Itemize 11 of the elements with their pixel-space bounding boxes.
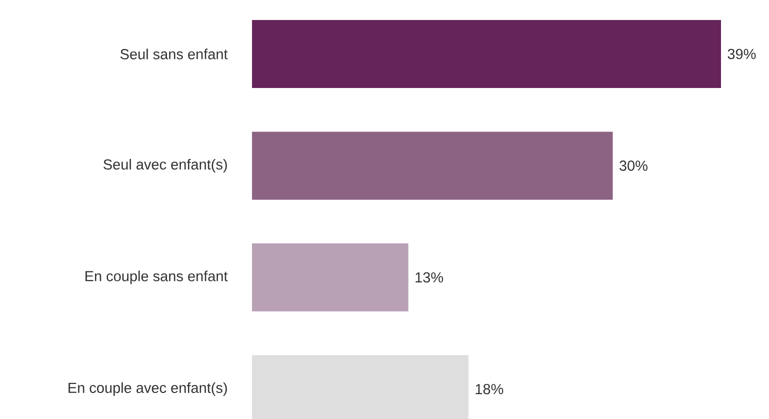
bar xyxy=(252,20,721,88)
y-tick-label: En couple avec enfant(s) xyxy=(68,382,227,396)
data-label: 18% xyxy=(476,384,504,394)
y-tick-label: Seul sans enfant xyxy=(120,48,228,60)
bar xyxy=(252,132,613,200)
data-label: 39% xyxy=(728,48,756,60)
y-tick-label: En couple sans enfant xyxy=(86,270,228,284)
bar xyxy=(252,243,408,312)
data-label: 30% xyxy=(620,160,648,171)
y-tick-label: Seul avec enfant(s) xyxy=(104,158,227,172)
data-label: 13% xyxy=(416,272,444,283)
